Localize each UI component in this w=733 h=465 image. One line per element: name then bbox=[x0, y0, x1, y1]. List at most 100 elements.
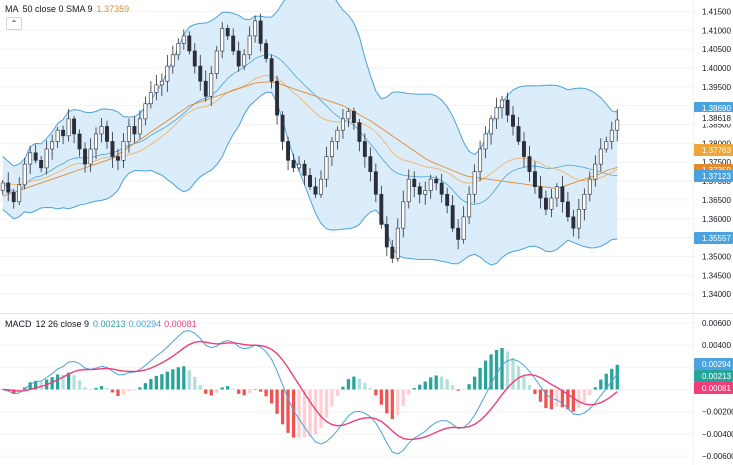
candle-body bbox=[434, 178, 439, 184]
macd-histogram-bar bbox=[407, 389, 411, 395]
candle-body bbox=[346, 111, 351, 120]
macd-legend-hist: 0.00213 bbox=[93, 319, 126, 329]
candle-body bbox=[373, 171, 378, 195]
candle-body bbox=[83, 148, 87, 165]
macd-histogram-bar bbox=[588, 389, 592, 396]
macd-tick-label: 0.00400 bbox=[702, 341, 731, 350]
candle-body bbox=[456, 227, 461, 240]
price-label-text-bb_lower: 1.35557 bbox=[702, 234, 731, 243]
candle-body bbox=[467, 193, 472, 218]
price-tick-label: 1.34500 bbox=[702, 271, 731, 280]
macd-histogram-bar bbox=[593, 387, 597, 390]
macd-histogram-bar bbox=[127, 389, 131, 392]
price-legend: MA 50 close 0 SMA 9 1.37359 bbox=[5, 4, 132, 14]
candle-body bbox=[126, 126, 131, 142]
candle-body bbox=[105, 126, 109, 142]
macd-histogram-bar bbox=[187, 370, 191, 390]
macd-histogram-bar bbox=[456, 389, 460, 391]
macd-histogram-bar bbox=[401, 389, 405, 407]
macd-histogram-bar bbox=[291, 389, 296, 438]
candle-body bbox=[500, 99, 504, 108]
candle-body bbox=[308, 175, 312, 188]
candle-body bbox=[94, 133, 98, 150]
candle-body bbox=[335, 129, 340, 142]
candle-body bbox=[6, 182, 11, 193]
candle-body bbox=[324, 156, 329, 180]
macd-histogram-bar bbox=[390, 389, 394, 420]
macd-histogram-bar bbox=[72, 375, 76, 390]
price-label-text-bb_basis: 1.37123 bbox=[702, 172, 731, 181]
macd-histogram-bar bbox=[269, 389, 274, 404]
macd-histogram-bar bbox=[99, 386, 104, 390]
macd-histogram-bar bbox=[324, 389, 329, 418]
macd-legend-params: 12 26 close 9 bbox=[35, 319, 90, 329]
candle-body bbox=[165, 65, 170, 82]
candle-body bbox=[478, 148, 483, 172]
macd-histogram-bar bbox=[171, 369, 175, 390]
candle-body bbox=[116, 156, 120, 161]
price-tick-label: 1.36000 bbox=[702, 215, 731, 224]
candle-body bbox=[368, 156, 373, 172]
macd-histogram-bar bbox=[28, 382, 32, 390]
macd-histogram-bar bbox=[50, 377, 54, 390]
macd-label-hist bbox=[694, 370, 733, 382]
candle-body bbox=[88, 148, 93, 165]
candle-body bbox=[253, 20, 258, 37]
macd-histogram-bar bbox=[226, 386, 230, 390]
candle-body bbox=[319, 178, 323, 195]
macd-histogram-bar bbox=[445, 379, 449, 390]
macd-histogram-bar bbox=[610, 368, 614, 390]
candle-body bbox=[258, 20, 263, 44]
price-label-bb_upper bbox=[694, 102, 733, 114]
collapse-legend-button[interactable]: ⌃ bbox=[6, 17, 22, 30]
macd-label-text-signal: 0.00081 bbox=[702, 384, 731, 393]
macd-histogram-bar bbox=[237, 389, 241, 394]
candle-body bbox=[302, 163, 307, 176]
candle-body bbox=[587, 178, 592, 195]
candle-body bbox=[560, 186, 565, 203]
macd-histogram-bar bbox=[121, 389, 126, 395]
candle-body bbox=[527, 156, 532, 172]
macd-histogram-bar bbox=[571, 389, 576, 412]
macd-histogram-bar bbox=[88, 389, 93, 390]
macd-histogram-bar bbox=[472, 376, 477, 390]
price-label-ema bbox=[694, 144, 733, 156]
candle-body bbox=[505, 99, 510, 116]
macd-histogram-bar bbox=[379, 389, 383, 405]
macd-histogram-bar bbox=[423, 381, 427, 390]
macd-histogram-bar bbox=[193, 376, 197, 390]
candle-body bbox=[269, 58, 274, 82]
candle-body bbox=[148, 92, 153, 105]
macd-histogram-bar bbox=[149, 378, 153, 390]
macd-histogram-bar bbox=[434, 375, 438, 390]
candle-body bbox=[511, 114, 515, 127]
price-tick-label: 1.40000 bbox=[702, 64, 731, 73]
macd-histogram-bar bbox=[615, 364, 619, 390]
candle-body bbox=[609, 129, 614, 142]
candle-body bbox=[406, 178, 411, 203]
candle-body bbox=[264, 43, 269, 59]
candle-body bbox=[522, 141, 526, 157]
candle-body bbox=[280, 114, 285, 142]
candle-body bbox=[297, 163, 301, 169]
candle-body bbox=[176, 43, 181, 56]
macd-histogram-bar bbox=[582, 389, 586, 403]
macd-histogram-bar bbox=[83, 387, 87, 390]
macd-histogram-bar bbox=[330, 389, 334, 407]
macd-label-text-macd: 0.00294 bbox=[702, 360, 731, 369]
candle-body bbox=[39, 160, 44, 169]
price-label-text-last_close: 1.38618 bbox=[702, 114, 731, 123]
pane-separator[interactable] bbox=[0, 313, 733, 314]
macd-histogram-bar bbox=[511, 357, 515, 390]
candle-body bbox=[489, 118, 494, 135]
candle-body bbox=[582, 193, 587, 210]
ma-legend-params: 50 close 0 SMA 9 bbox=[22, 4, 93, 14]
candle-body bbox=[0, 182, 5, 191]
macd-histogram-bar bbox=[132, 389, 137, 391]
candle-body bbox=[598, 148, 603, 165]
price-tick-label: 1.39500 bbox=[702, 83, 731, 92]
candle-body bbox=[33, 152, 38, 161]
ma-legend-name: MA bbox=[5, 4, 19, 14]
candle-body bbox=[494, 107, 499, 120]
